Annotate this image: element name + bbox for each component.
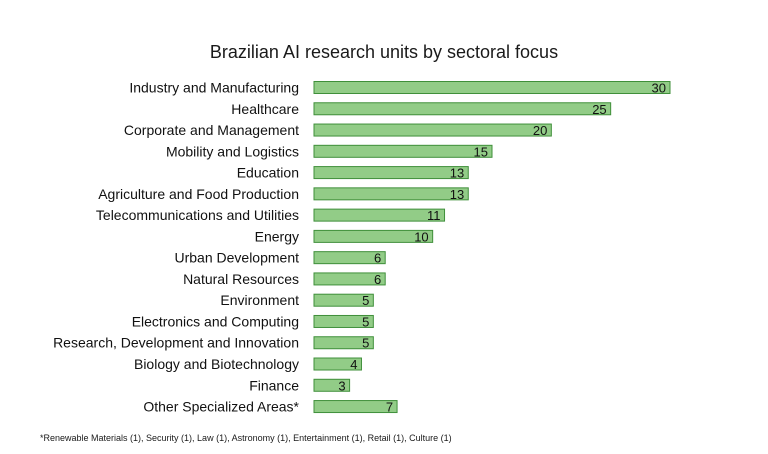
bar (313, 166, 469, 180)
category-label: Industry and Manufacturing (129, 80, 299, 96)
bar (313, 336, 374, 350)
bar-value-label: 6 (374, 251, 381, 266)
bar (313, 208, 446, 222)
category-label: Finance (249, 377, 299, 393)
bar-value-label: 5 (362, 293, 369, 308)
category-label: Telecommunications and Utilities (96, 207, 299, 223)
bar-value-label: 30 (652, 81, 666, 96)
category-label: Environment (220, 292, 299, 308)
category-label: Natural Resources (183, 271, 299, 287)
category-label: Corporate and Management (124, 122, 299, 138)
bar-value-label: 11 (427, 208, 441, 223)
bar (313, 400, 398, 414)
bar (313, 187, 469, 201)
bar-value-label: 6 (374, 272, 381, 287)
bar (313, 293, 374, 307)
chart-footnote: *Renewable Materials (1), Security (1), … (40, 433, 452, 443)
bar (313, 81, 671, 94)
bar-value-label: 5 (362, 336, 369, 351)
category-label: Urban Development (174, 250, 299, 266)
bar (313, 144, 493, 158)
category-label: Biology and Biotechnology (134, 356, 299, 372)
bar-value-label: 13 (450, 187, 464, 202)
bar (313, 272, 386, 286)
bar (313, 314, 374, 328)
category-label: Healthcare (231, 101, 299, 117)
category-label: Other Specialized Areas* (143, 399, 299, 415)
bar-value-label: 4 (350, 357, 357, 372)
category-label: Research, Development and Innovation (53, 335, 299, 351)
category-label: Mobility and Logistics (166, 143, 299, 159)
bar-value-label: 7 (386, 400, 393, 415)
bar-value-label: 5 (362, 314, 369, 329)
category-label: Education (237, 165, 299, 181)
bar-value-label: 20 (533, 123, 547, 138)
bar (313, 229, 434, 243)
bar-value-label: 3 (338, 378, 345, 393)
bar (313, 357, 362, 371)
bar-value-label: 15 (474, 144, 488, 159)
chart-title: Brazilian AI research units by sectoral … (209, 42, 559, 62)
bar-value-label: 25 (592, 102, 606, 117)
bar (313, 378, 351, 392)
category-label: Energy (255, 228, 299, 244)
bar (313, 251, 386, 265)
category-label: Agriculture and Food Production (98, 186, 299, 202)
bar-value-label: 10 (414, 229, 428, 244)
category-label: Electronics and Computing (132, 313, 299, 329)
bar (313, 123, 552, 137)
bar (313, 102, 612, 116)
bar-value-label: 13 (450, 166, 464, 181)
